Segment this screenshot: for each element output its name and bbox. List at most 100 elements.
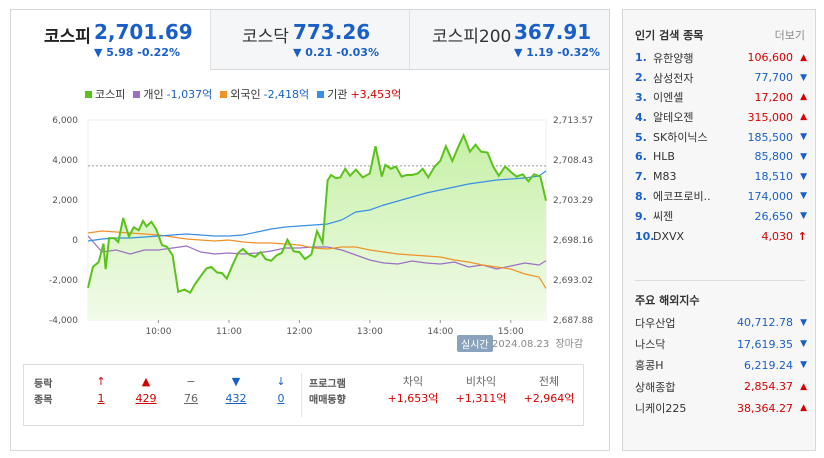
popular-name[interactable]: M83 — [653, 170, 677, 184]
popular-rank: 10. — [635, 229, 655, 243]
program-title-line1: 프로그램 — [309, 379, 346, 390]
world-index-name[interactable]: 나스닥 — [635, 338, 666, 352]
up-icon: ▲ — [800, 381, 807, 392]
popular-name[interactable]: HLB — [653, 150, 675, 164]
popular-name[interactable]: 씨젠 — [653, 210, 674, 224]
world-index-item[interactable]: 니케이225 38,364.27 ▲ — [635, 398, 807, 419]
lower-limit-count[interactable]: 0 — [277, 392, 285, 405]
world-index-item[interactable]: 다우산업 40,712.78 ▼ — [635, 312, 807, 333]
popular-item[interactable]: 6. HLB 85,800 ▼ — [635, 147, 807, 167]
program-arbitrage: 차익 +1,653억 — [381, 374, 445, 408]
x-tick-label: 15:00 — [498, 327, 524, 337]
x-tick-label: 11:00 — [216, 327, 242, 337]
world-index-value: 38,364.27 — [737, 401, 793, 415]
popular-item[interactable]: 5. SK하이닉스 185,500 ▼ — [635, 127, 807, 147]
program-col-label: 차익 — [402, 375, 424, 388]
tab-kosdaq-change: ▼ 0.21 -0.03% — [293, 46, 379, 59]
program-col-label: 전체 — [538, 375, 560, 388]
world-index-item[interactable]: 나스닥 17,619.35 ▼ — [635, 333, 807, 354]
legend-swatch-institution — [317, 90, 325, 98]
down-icon: ▼ — [800, 72, 807, 83]
popular-price: 174,000 — [747, 189, 794, 203]
right-tick-label: 2,708.43 — [553, 156, 593, 166]
right-tick-label: 2,713.57 — [553, 116, 593, 126]
popular-title: 인기 검색 종목 — [635, 29, 704, 42]
legend-item-institution: 기관 +3,453억 — [317, 86, 401, 102]
market-stats-box: 등락 종목 ↑ 1 ▲ 429 − 76 ▼ 432 ↓ 0 프로그램 매매동향… — [23, 364, 584, 426]
legend-value: -1,037억 — [166, 88, 213, 101]
popular-price: 315,000 — [747, 110, 794, 124]
left-tick-label: -2,000 — [49, 276, 78, 286]
left-tick-label: 6,000 — [52, 116, 78, 126]
popular-item[interactable]: 10. DXVX 4,030 ↑ — [635, 226, 807, 246]
popular-item[interactable]: 3. 이엔셀 17,200 ▲ — [635, 88, 807, 108]
right-tick-label: 2,687.88 — [553, 316, 593, 326]
upper-limit-count[interactable]: 1 — [97, 392, 105, 405]
down-icon: ▼ — [800, 211, 807, 222]
popular-list: 1. 유한양행 106,600 ▲ 2. 삼성전자 77,700 ▼ 3. 이엔셀 17,200 ▲ 4… — [635, 48, 807, 246]
up-icon: ▲ — [800, 112, 807, 123]
world-index-name[interactable]: 니케이225 — [635, 402, 687, 416]
down-icon: ▼ — [800, 191, 807, 202]
popular-name[interactable]: 이엔셀 — [653, 91, 684, 105]
tab-kosdaq-name: 코스닥 — [242, 27, 289, 47]
tab-kospi[interactable]: 코스피 2,701.69 ▼ 5.98 -0.22% — [11, 10, 210, 70]
world-index-name[interactable]: 상해종합 — [635, 380, 676, 394]
popular-name[interactable]: 알테오젠 — [653, 111, 694, 125]
popular-name[interactable]: DXVX — [653, 229, 685, 243]
program-col-value: +1,311억 — [455, 392, 507, 405]
popular-price: 17,200 — [754, 90, 794, 104]
tab-kosdaq[interactable]: 코스닥 773.26 ▼ 0.21 -0.03% — [210, 10, 409, 70]
popular-item[interactable]: 1. 유한양행 106,600 ▲ — [635, 48, 807, 68]
left-tick-label: 4,000 — [52, 156, 78, 166]
stats-divider — [301, 373, 302, 417]
program-col-value: +2,964억 — [523, 392, 575, 405]
flat-count[interactable]: 76 — [184, 392, 198, 405]
popular-item[interactable]: 8. 에코프로비.. 174,000 ▼ — [635, 187, 807, 207]
world-index-value: 2,854.37 — [744, 380, 793, 394]
tab-kospi200[interactable]: 코스피200 367.91 ▼ 1.19 -0.32% — [409, 10, 609, 70]
popular-name[interactable]: 삼성전자 — [653, 71, 694, 85]
world-index-name[interactable]: 다우산업 — [635, 316, 676, 330]
side-panel: 인기 검색 종목 더보기 1. 유한양행 106,600 ▲ 2. 삼성전자 77,700 ▼… — [622, 9, 816, 451]
program-total: 전체 +2,964억 — [517, 374, 581, 408]
popular-rank: 4. — [635, 110, 647, 124]
popular-name[interactable]: SK하이닉스 — [653, 131, 708, 145]
tab-kospi-change: ▼ 5.98 -0.22% — [94, 46, 180, 59]
chart-legend: 코스피 개인 -1,037억 외국인 -2,418억 기관 +3,453억 — [85, 86, 401, 102]
popular-item[interactable]: 7. M83 18,510 ▼ — [635, 167, 807, 187]
popular-item[interactable]: 9. 씨젠 26,650 ▼ — [635, 206, 807, 226]
popular-rank: 1. — [635, 51, 647, 65]
legend-item-foreign: 외국인 -2,418억 — [220, 86, 309, 102]
flat-icon: − — [186, 375, 196, 388]
world-index-item[interactable]: 홍콩H 6,219.24 ▼ — [635, 355, 807, 376]
legend-label: 개인 — [143, 88, 164, 101]
legend-item-kospi: 코스피 — [85, 86, 125, 102]
world-index-list: 다우산업 40,712.78 ▼ 나스닥 17,619.35 ▼ 홍콩H 6,219.24 ▼ 상… — [635, 312, 807, 419]
realtime-badge[interactable]: 실시간 — [457, 335, 493, 352]
x-tick-label: 10:00 — [145, 327, 171, 337]
popular-name[interactable]: 에코프로비.. — [653, 190, 711, 204]
updown-title-line2: 종목 — [34, 395, 53, 406]
world-index-item[interactable]: 상해종합 2,854.37 ▲ — [635, 376, 807, 397]
x-tick-label: 14:00 — [427, 327, 453, 337]
program-title: 프로그램 매매동향 — [309, 377, 346, 409]
tab-kospi-value: 2,701.69 — [94, 20, 193, 44]
world-index-value: 6,219.24 — [744, 358, 793, 372]
down-count[interactable]: 432 — [225, 392, 247, 405]
market-status: 장마감 — [555, 339, 584, 350]
up-count[interactable]: 429 — [135, 392, 157, 405]
more-link[interactable]: 더보기 — [774, 29, 805, 42]
popular-item[interactable]: 2. 삼성전자 77,700 ▼ — [635, 68, 807, 88]
side-divider — [635, 280, 805, 281]
series-line-기관 — [87, 170, 547, 242]
updown-upper-limit: ↑ 1 — [81, 374, 121, 408]
popular-price: 85,800 — [754, 150, 794, 164]
popular-item[interactable]: 4. 알테오젠 315,000 ▲ — [635, 107, 807, 127]
popular-name[interactable]: 유한양행 — [653, 51, 694, 65]
legend-label: 기관 — [327, 88, 348, 101]
world-index-value: 40,712.78 — [737, 316, 793, 330]
lower-limit-icon: ↓ — [276, 375, 286, 388]
world-index-name[interactable]: 홍콩H — [635, 359, 664, 373]
